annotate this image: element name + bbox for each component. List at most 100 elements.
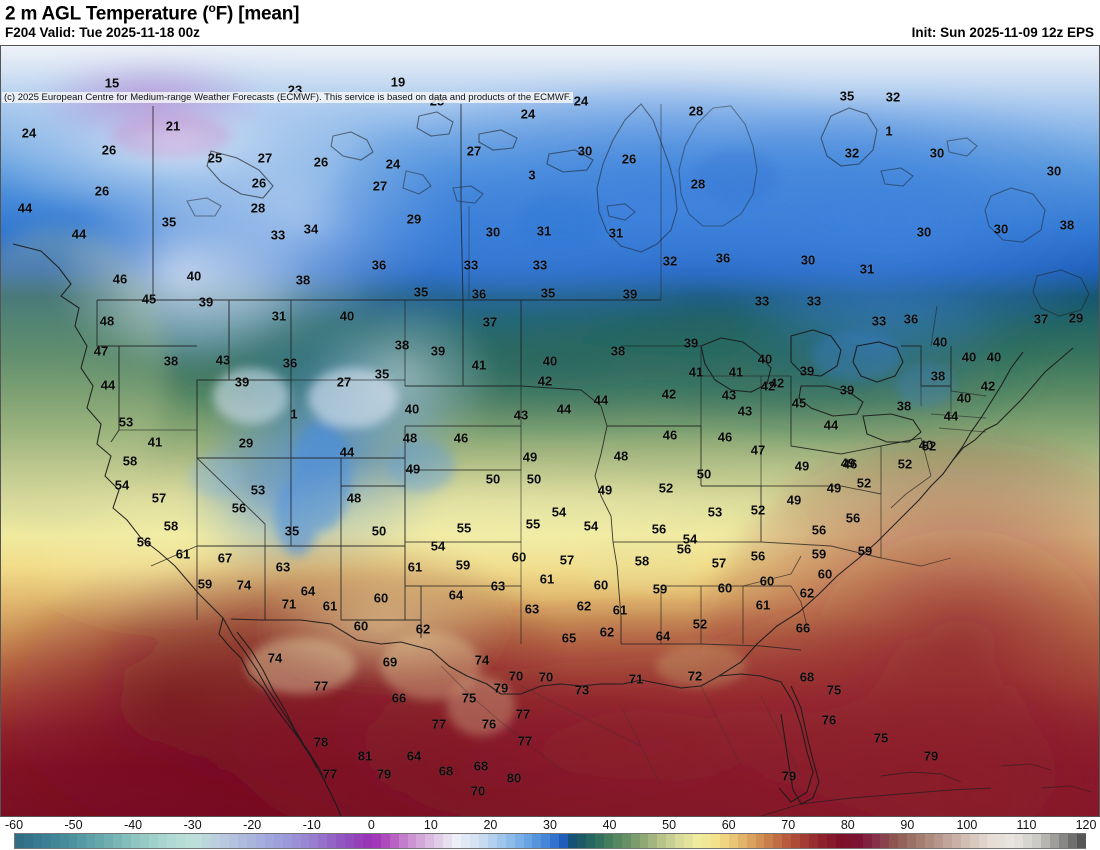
colorbar-segment — [505, 834, 515, 848]
forecast-valid-time: F204 Valid: Tue 2025-11-18 00z — [5, 25, 200, 40]
colorbar-tick-labels: -60 -50 -40 -30 -20 -10 0 10 20 30 40 50 60 70 80 90 100… — [0, 818, 1100, 833]
colorbar-segment — [175, 834, 185, 848]
temperature-label: 53 — [250, 482, 266, 498]
colorbar-segment — [1041, 834, 1050, 848]
colorbar-segment — [514, 834, 524, 848]
colorbar-segment — [630, 834, 640, 848]
temperature-label: 50 — [526, 471, 542, 487]
pivotal-weather-logo: pivtal weather — [836, 814, 1092, 816]
temperature-label: 46 — [662, 427, 678, 443]
colorbar-segment — [246, 834, 256, 848]
temperature-label: 63 — [275, 559, 291, 575]
temperature-label: 49 — [522, 449, 538, 465]
temperature-label: 61 — [407, 559, 423, 575]
temperature-label: 55 — [525, 516, 541, 532]
temperature-label: 40 — [956, 390, 972, 406]
temperature-label: 61 — [612, 602, 628, 618]
temperature-label: 48 — [402, 430, 418, 446]
colorbar-segment — [157, 834, 167, 848]
temperature-label: 56 — [676, 541, 692, 557]
colorbar-segment — [737, 834, 747, 848]
colorbar-segment — [746, 834, 756, 848]
colorbar-segment — [452, 834, 462, 848]
political-borders — [96, 104, 1092, 816]
temperature-label: 68 — [473, 758, 489, 774]
temperature-label: 44 — [823, 417, 839, 433]
temperature-label: 30 — [577, 143, 593, 159]
temperature-field — [1, 46, 1099, 816]
temperature-label: 38 — [295, 272, 311, 288]
map-header: 2 m AGL Temperature (oF) [mean] F204 Val… — [0, 0, 1100, 45]
colorbar-segment — [719, 834, 729, 848]
colorbar-segment — [916, 834, 926, 848]
temperature-label: 28 — [250, 200, 266, 216]
colorbar-segment — [1023, 834, 1033, 848]
temperature-label: 35 — [413, 284, 429, 300]
temperature-label: 45 — [791, 395, 807, 411]
colorbar-segment — [898, 834, 908, 848]
temperature-label: 60 — [759, 573, 775, 589]
temperature-label: 36 — [471, 286, 487, 302]
temperature-label: 52 — [921, 438, 937, 454]
colorbar-segment — [461, 834, 471, 848]
colorbar-segment — [639, 834, 649, 848]
temperature-label: 54 — [114, 477, 130, 493]
temperature-label: 60 — [373, 590, 389, 606]
temperature-label: 62 — [799, 585, 815, 601]
colorbar-gradient[interactable] — [14, 833, 1086, 849]
temperature-label: 61 — [322, 598, 338, 614]
temperature-label: 33 — [532, 257, 548, 273]
temperature-label: 76 — [481, 716, 497, 732]
colorbar-segment — [835, 834, 845, 848]
colorbar-segment — [1049, 834, 1059, 848]
colorbar-segment — [264, 834, 274, 848]
temperature-label: 76 — [821, 712, 837, 728]
temperature-label: 57 — [559, 552, 575, 568]
colorbar-segment — [193, 834, 203, 848]
temperature-label: 30 — [800, 252, 816, 268]
temperature-label: 75 — [461, 690, 477, 706]
colorbar-segment — [960, 834, 970, 848]
colorbar-segment — [273, 834, 283, 848]
temperature-label: 70 — [508, 668, 524, 684]
colorbar-segment — [1076, 834, 1086, 848]
colorbar-tick: 10 — [423, 818, 438, 832]
temperature-label: 43 — [215, 352, 231, 368]
temperature-label: 28 — [688, 103, 704, 119]
colorbar-segment — [621, 834, 631, 848]
colorbar-segment — [23, 834, 33, 848]
colorbar-segment — [282, 834, 292, 848]
colorbar-segment — [773, 834, 783, 848]
temperature-label: 79 — [781, 768, 797, 784]
temperature-label: 64 — [448, 587, 464, 603]
colorbar-segment — [969, 834, 979, 848]
temperature-label: 44 — [593, 392, 609, 408]
temperature-label: 64 — [655, 628, 671, 644]
temperature-label: 60 — [717, 580, 733, 596]
weather-map-canvas[interactable]: (c) 2025 European Centre for Medium-rang… — [0, 45, 1100, 817]
temperature-label: 40 — [186, 268, 202, 284]
colorbar-segment — [684, 834, 694, 848]
colorbar-segment — [862, 834, 872, 848]
colorbar-segment — [487, 834, 497, 848]
temperature-label: 24 — [573, 93, 589, 109]
temperature-label: 59 — [857, 543, 873, 559]
colorbar-segment — [32, 834, 42, 848]
temperature-label: 46 — [453, 430, 469, 446]
colorbar-segment — [586, 834, 595, 848]
temperature-label: 68 — [438, 763, 454, 779]
temperature-label: 58 — [634, 553, 650, 569]
colorbar-segment — [478, 834, 488, 848]
colorbar-segment — [345, 834, 355, 848]
colorbar-segment — [434, 834, 444, 848]
temperature-label: 30 — [993, 221, 1009, 237]
temperature-label: 26 — [621, 151, 637, 167]
temperature-label: 68 — [799, 669, 815, 685]
temperature-label: 42 — [537, 373, 553, 389]
temperature-label: 39 — [430, 343, 446, 359]
temperature-label: 39 — [198, 294, 214, 310]
colorbar-segment — [880, 834, 890, 848]
temperature-label: 26 — [101, 142, 117, 158]
temperature-label: 21 — [165, 118, 181, 134]
temperature-label: 41 — [471, 357, 487, 373]
